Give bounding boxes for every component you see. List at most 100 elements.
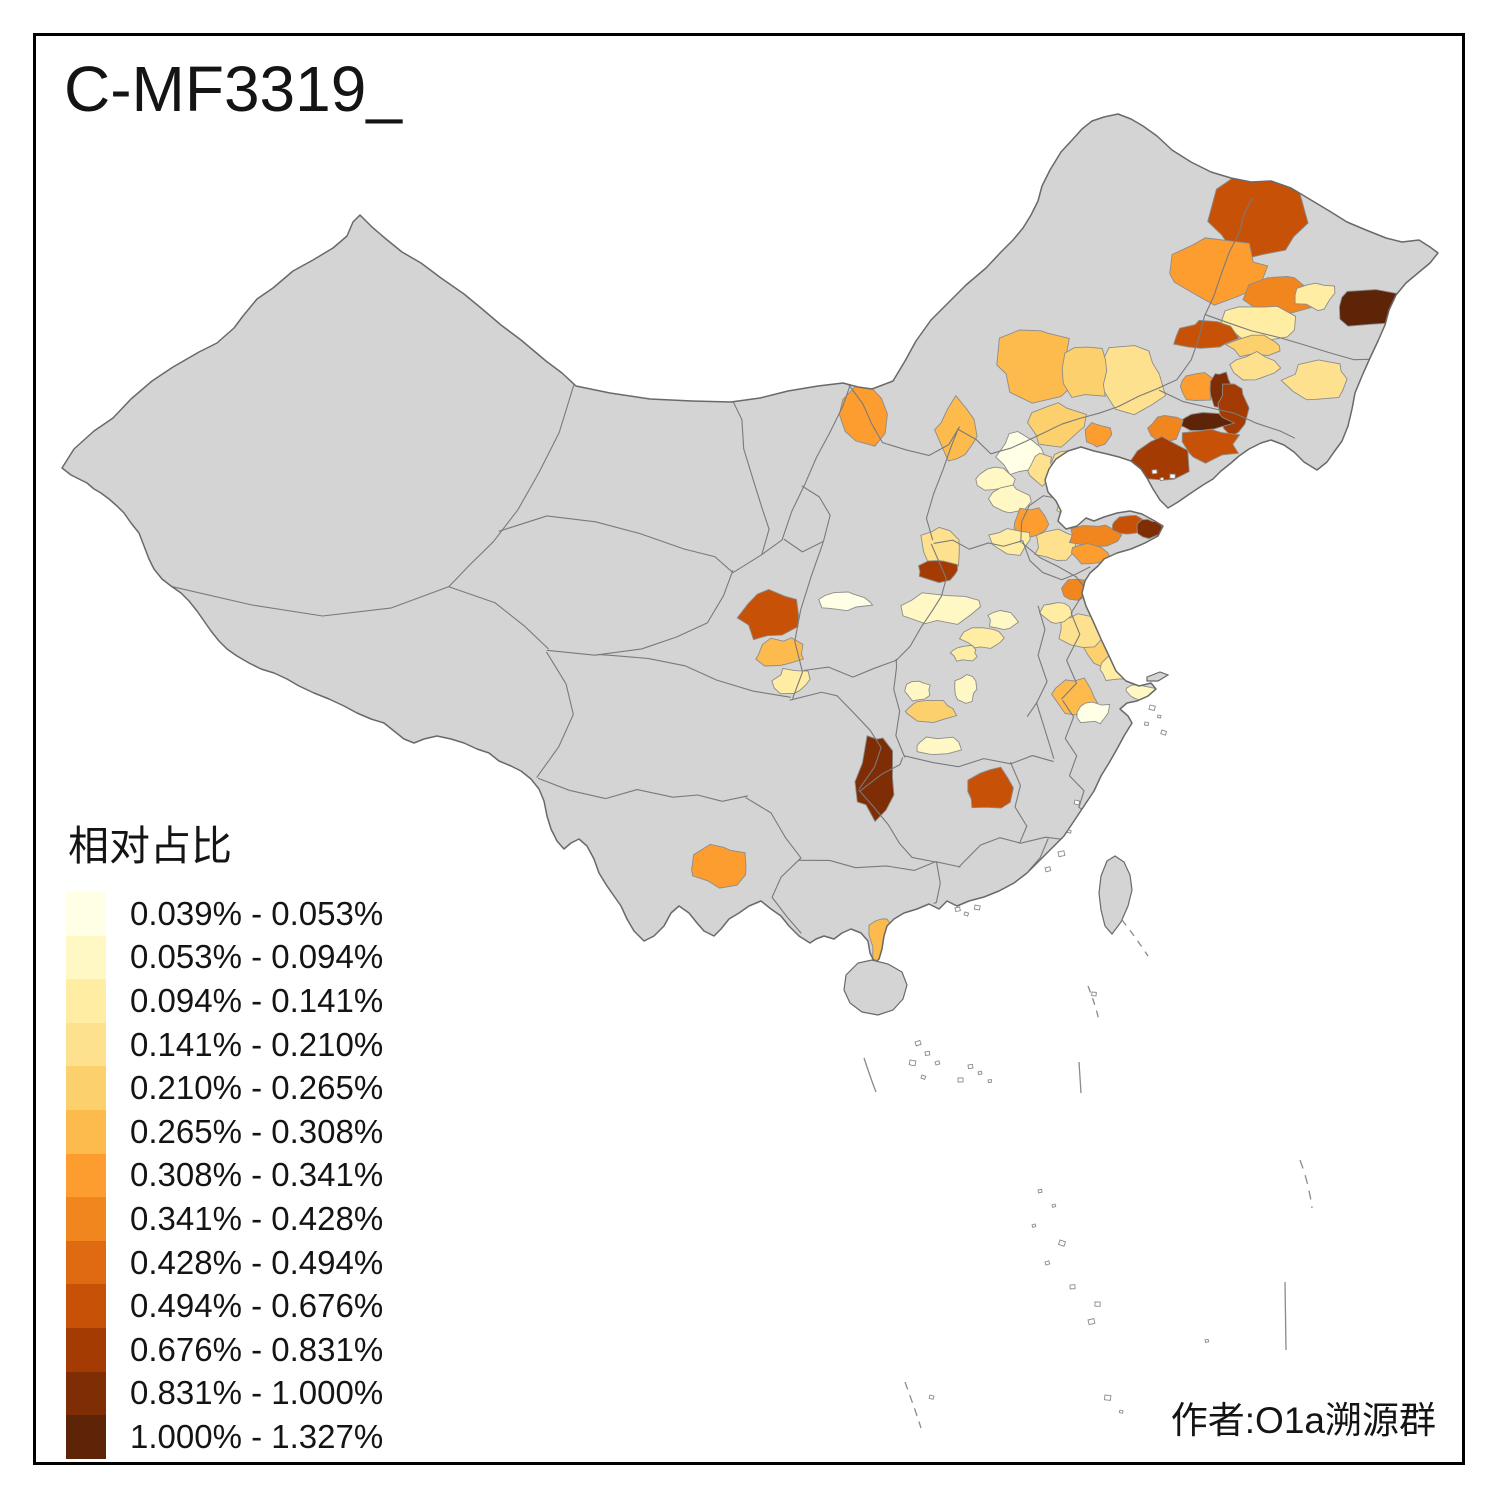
map-region: [1294, 282, 1336, 312]
map-region: [1087, 576, 1125, 626]
map-region: [1061, 346, 1108, 398]
islet: [1148, 704, 1156, 712]
province-border: [1021, 540, 1091, 581]
province-border: [1205, 314, 1370, 361]
islet: [967, 1063, 974, 1070]
legend-swatch: [66, 1109, 106, 1154]
national-outline: [61, 113, 1439, 964]
legend-label: 0.676% - 0.831%: [130, 1330, 384, 1368]
map-region: [1136, 519, 1164, 540]
legend-item: 0.341% - 0.428%: [66, 1197, 383, 1241]
province-border: [732, 384, 851, 574]
legend-item: 0.141% - 0.210%: [66, 1022, 383, 1067]
province-border: [1009, 761, 1028, 844]
map-region: [916, 736, 962, 755]
nine-dash-line: [863, 919, 1313, 1429]
islet: [1091, 991, 1097, 997]
map-region: [934, 394, 978, 462]
province-borders: [172, 197, 1370, 934]
province-border: [783, 485, 831, 553]
legend-label: 0.428% - 0.494%: [130, 1243, 384, 1281]
province-border: [893, 658, 906, 758]
map-region: [1068, 524, 1123, 547]
islet: [928, 1394, 935, 1400]
map-region: [755, 637, 805, 667]
legend-label: 0.831% - 1.000%: [130, 1374, 384, 1412]
map-region: [988, 528, 1031, 556]
province-border: [537, 777, 749, 802]
legend-label: 0.494% - 0.676%: [130, 1287, 384, 1325]
province-border: [859, 757, 904, 792]
dash-segment: [863, 1057, 877, 1093]
islet: [1067, 829, 1072, 834]
legend-item: 0.210% - 0.265%: [66, 1066, 383, 1110]
map-region: [900, 592, 982, 625]
legend-label: 0.053% - 0.094%: [130, 938, 384, 976]
province-border: [745, 796, 802, 934]
legend-item: 0.308% - 0.341%: [66, 1153, 384, 1198]
map-region: [1147, 414, 1184, 444]
islet: [1031, 1223, 1037, 1229]
islet: [1204, 1338, 1210, 1344]
islet: [1156, 714, 1162, 719]
islet: [987, 1079, 993, 1084]
islet: [1069, 1284, 1076, 1290]
legend-swatch: [66, 1284, 106, 1328]
map-region: [854, 735, 895, 823]
map-region: [987, 484, 1032, 514]
map-region: [1181, 428, 1241, 464]
province-border: [1062, 700, 1090, 815]
dash-segment: [1078, 1061, 1082, 1094]
province-border: [1020, 495, 1056, 543]
islet: [963, 911, 970, 917]
map-region: [1229, 350, 1282, 381]
province-border: [448, 383, 575, 588]
islet: [957, 1077, 964, 1083]
coastal-islets: [908, 469, 1210, 1414]
province-border: [536, 651, 574, 778]
map-region: [996, 329, 1074, 404]
legend-item: 1.000% - 1.327%: [66, 1415, 383, 1459]
legend-item: 0.094% - 0.141%: [66, 979, 383, 1023]
legend-label: 0.308% - 0.341%: [130, 1156, 384, 1194]
province-border: [1028, 838, 1049, 871]
hainan-island: [843, 959, 908, 1016]
legend: 相对占比 0.039% - 0.053% 0.053% - 0.094% 0.094…: [66, 812, 383, 1459]
map-region: [904, 680, 931, 702]
map-region: [954, 674, 978, 704]
map-region: [1338, 289, 1425, 327]
islet: [1037, 1188, 1043, 1194]
legend-label: 0.265% - 0.308%: [130, 1112, 384, 1150]
province-border: [597, 653, 791, 698]
province-border: [172, 585, 451, 617]
islet: [1087, 1318, 1096, 1326]
province-border: [847, 383, 961, 457]
province-border: [448, 586, 549, 650]
legend-swatch: [66, 1240, 106, 1285]
legend-swatch: [66, 1153, 106, 1198]
legend-label: 1.000% - 1.327%: [130, 1417, 384, 1455]
islet: [1057, 1239, 1067, 1247]
islet: [1051, 1203, 1057, 1208]
dash-segment: [1121, 919, 1149, 957]
legend-swatch: [66, 1197, 106, 1241]
islet: [977, 1070, 983, 1076]
legend-swatch: [66, 935, 106, 980]
dash-segment: [1284, 1281, 1287, 1351]
legend-label: 0.210% - 0.265%: [130, 1069, 384, 1107]
province-border: [789, 691, 882, 790]
taiwan-island: [1098, 855, 1133, 935]
dash-segment: [904, 1381, 922, 1429]
islet: [954, 906, 961, 913]
province-border: [792, 542, 824, 699]
province-border: [803, 543, 947, 678]
map-region: [949, 644, 978, 662]
legend-item: 0.831% - 1.000%: [66, 1371, 384, 1416]
province-border: [498, 515, 734, 573]
islet: [924, 1050, 931, 1056]
islet: [914, 1039, 922, 1047]
province-border: [1158, 389, 1296, 439]
attribution-text: 作者:O1a溯源群: [1170, 1400, 1436, 1441]
map-region: [917, 560, 958, 584]
legend-item: 0.053% - 0.094%: [66, 935, 384, 980]
